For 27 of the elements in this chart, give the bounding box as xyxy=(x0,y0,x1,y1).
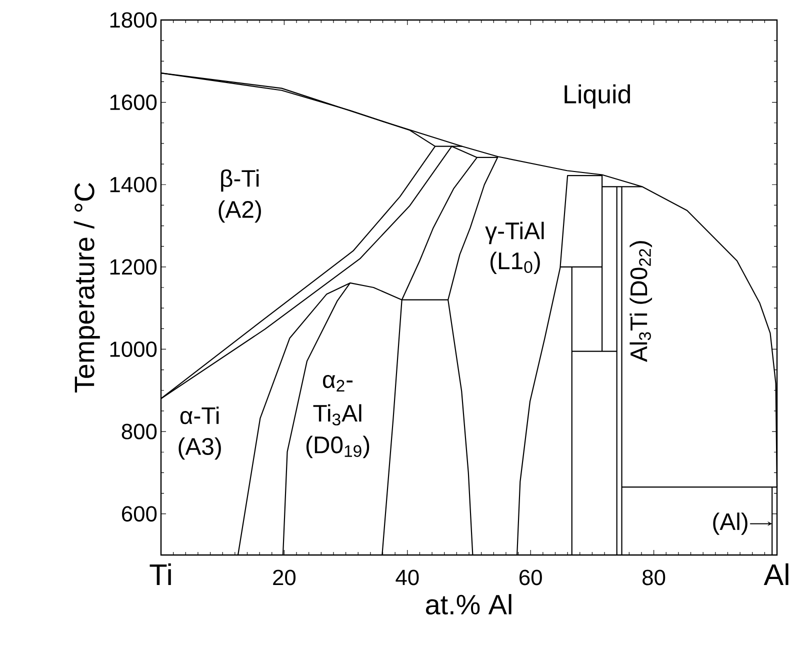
y-axis-title: Temperature / °C xyxy=(74,183,100,392)
y-tick-label: 1000 xyxy=(110,341,157,357)
annotation: γ-TiAl xyxy=(485,222,544,244)
annotation: β-Ti xyxy=(221,169,259,192)
x-tick-label: 80 xyxy=(642,570,666,586)
annotation: (A3) xyxy=(178,437,221,460)
x-axis-title: at.% Al xyxy=(426,594,512,615)
annotation: α-Ti xyxy=(180,406,219,424)
x-tick-label: Ti xyxy=(150,563,171,585)
annotation: (Al) xyxy=(713,512,748,535)
annotation: (A2) xyxy=(218,200,261,223)
y-tick-label: 1600 xyxy=(110,94,157,110)
annotation: Liquid xyxy=(564,84,630,109)
annotation: α$_{2}$- xyxy=(323,374,353,392)
y-tick-label: 800 xyxy=(122,424,157,440)
annotation: (L1$_{0}$) xyxy=(490,252,540,274)
y-tick-label: 600 xyxy=(122,506,157,522)
x-tick-label: 40 xyxy=(396,570,419,586)
annotation: Al$_{3}$Ti (D0$_{22}$) xyxy=(630,241,652,362)
y-tick-label: 1400 xyxy=(110,176,157,192)
annotation: Ti$_{3}$Al xyxy=(313,404,362,426)
x-tick-label: 20 xyxy=(273,570,296,586)
annotation: (D0$_{19}$) xyxy=(306,436,370,458)
x-tick-label: Al xyxy=(764,563,788,585)
y-tick-label: 1200 xyxy=(110,259,157,275)
y-tick-label: 1800 xyxy=(110,12,157,28)
x-tick-label: 60 xyxy=(520,570,542,586)
